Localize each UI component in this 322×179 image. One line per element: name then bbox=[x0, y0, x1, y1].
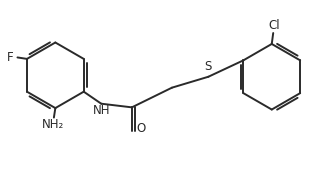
Text: NH: NH bbox=[92, 105, 110, 117]
Text: Cl: Cl bbox=[268, 19, 280, 32]
Text: F: F bbox=[7, 51, 14, 64]
Text: S: S bbox=[205, 60, 212, 73]
Text: NH₂: NH₂ bbox=[42, 118, 64, 131]
Text: O: O bbox=[136, 122, 145, 135]
